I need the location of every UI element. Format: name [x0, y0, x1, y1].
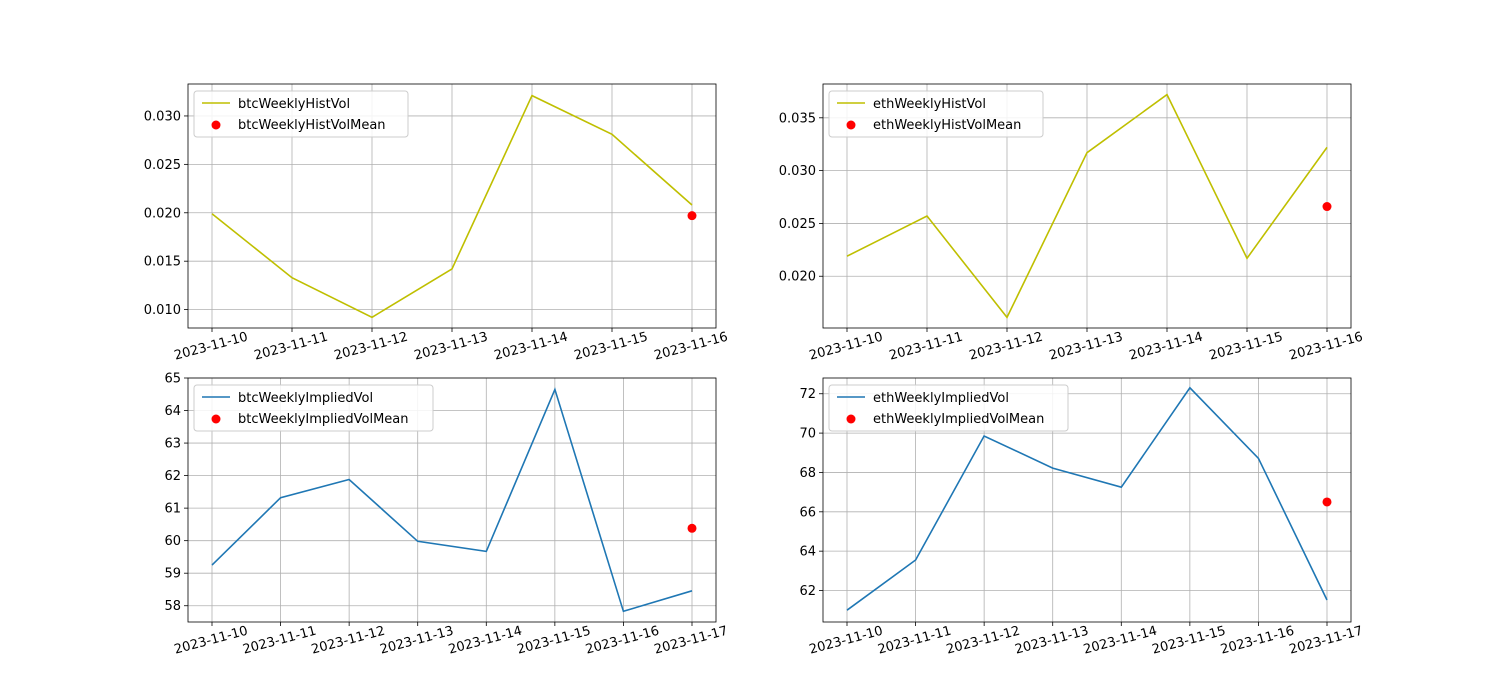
legend-label: btcWeeklyImpliedVol — [238, 391, 373, 406]
x-tick-label: 2023-11-12 — [333, 330, 410, 364]
axes-frame — [822, 83, 1352, 329]
y-tick-label: 58 — [164, 599, 181, 614]
x-tick-label: 2023-11-16 — [653, 330, 730, 364]
legend-box — [828, 384, 1069, 432]
x-tick-label: 2023-11-16 — [584, 624, 661, 658]
series-line-btcWeeklyImpliedVol — [211, 387, 693, 613]
x-tick-label: 2023-11-14 — [493, 330, 570, 364]
y-tick-label: 0.015 — [144, 255, 181, 270]
legend: btcWeeklyImpliedVol btcWeeklyImpliedVolMe… — [193, 384, 434, 432]
y-tick-label: 0.010 — [144, 303, 181, 318]
legend-label: ethWeeklyImpliedVolMean — [873, 412, 1044, 427]
legend-box — [193, 90, 409, 138]
y-tick-label: 70 — [799, 427, 816, 442]
y-tick-label: 0.030 — [779, 164, 816, 179]
legend-dot-swatch — [846, 414, 856, 424]
y-tick-label: 60 — [164, 534, 181, 549]
y-tick-label: 62 — [164, 469, 181, 484]
x-tick-label: 2023-11-15 — [516, 624, 593, 658]
y-tick-label: 68 — [799, 466, 816, 481]
x-tick-label: 2023-11-11 — [253, 330, 330, 364]
y-tick-label: 0.030 — [144, 109, 181, 124]
subplot-1: 2023-11-10 2023-11-11 2023-11-12 2023-11-13… — [144, 83, 730, 364]
legend-label: ethWeeklyHistVol — [873, 97, 986, 112]
x-tick-label: 2023-11-17 — [1288, 624, 1365, 658]
x-tick-label: 2023-11-10 — [808, 330, 885, 364]
mean-point-ethWeeklyHistVolMean — [1322, 202, 1332, 212]
legend-box — [828, 90, 1044, 138]
x-tick-label: 2023-11-10 — [173, 330, 250, 364]
legend: ethWeeklyImpliedVol ethWeeklyImpliedVolMe… — [828, 384, 1069, 432]
x-tick-label: 2023-11-16 — [1219, 624, 1296, 658]
y-tick-label: 62 — [799, 584, 816, 599]
axes-frame — [187, 377, 717, 623]
x-tick-label: 2023-11-12 — [310, 624, 387, 658]
y-tick-label: 64 — [799, 545, 816, 560]
x-tick-label: 2023-11-14 — [1082, 624, 1159, 658]
legend-label: btcWeeklyImpliedVolMean — [238, 412, 409, 427]
legend-label: ethWeeklyHistVolMean — [873, 118, 1021, 133]
axes-frame — [822, 377, 1352, 623]
y-tick-label: 0.020 — [144, 206, 181, 221]
y-tick-label: 0.035 — [779, 111, 816, 126]
legend-dot-swatch — [211, 120, 221, 130]
mean-point-ethWeeklyImpliedVolMean — [1322, 497, 1332, 507]
series-line-btcWeeklyHistVol — [211, 94, 693, 319]
x-tick-label: 2023-11-12 — [945, 624, 1022, 658]
x-tick-label: 2023-11-15 — [1208, 330, 1285, 364]
x-tick-label: 2023-11-14 — [1128, 330, 1205, 364]
y-tick-label: 63 — [164, 437, 181, 452]
x-tick-label: 2023-11-15 — [1151, 624, 1228, 658]
legend-box — [193, 384, 434, 432]
legend: ethWeeklyHistVol ethWeeklyHistVolMean — [828, 90, 1044, 138]
y-tick-label: 66 — [799, 505, 816, 520]
x-tick-label: 2023-11-13 — [1048, 330, 1125, 364]
x-tick-label: 2023-11-13 — [413, 330, 490, 364]
axes-frame — [187, 83, 717, 329]
x-tick-label: 2023-11-10 — [808, 624, 885, 658]
x-tick-label: 2023-11-11 — [241, 624, 318, 658]
x-tick-label: 2023-11-13 — [378, 624, 455, 658]
series-line-ethWeeklyImpliedVol — [846, 386, 1328, 611]
legend-label: ethWeeklyImpliedVol — [873, 391, 1009, 406]
legend-dot-swatch — [846, 120, 856, 130]
x-tick-label: 2023-11-11 — [876, 624, 953, 658]
x-tick-label: 2023-11-15 — [573, 330, 650, 364]
x-tick-label: 2023-11-13 — [1013, 624, 1090, 658]
legend-label: btcWeeklyHistVolMean — [238, 118, 386, 133]
x-tick-label: 2023-11-11 — [888, 330, 965, 364]
y-tick-label: 59 — [164, 567, 181, 582]
legend: btcWeeklyHistVol btcWeeklyHistVolMean — [193, 90, 409, 138]
subplot-2: 2023-11-10 2023-11-11 2023-11-12 2023-11-13… — [779, 83, 1365, 364]
mean-point-btcWeeklyImpliedVolMean — [687, 523, 697, 533]
y-tick-label: 64 — [164, 404, 181, 419]
series-line-ethWeeklyHistVol — [846, 93, 1328, 319]
legend-dot-swatch — [211, 414, 221, 424]
y-tick-label: 72 — [799, 387, 816, 402]
y-tick-label: 61 — [164, 502, 181, 517]
x-tick-label: 2023-11-16 — [1288, 330, 1365, 364]
subplot-3: 2023-11-102023-11-112023-11-122023-11-13… — [164, 372, 729, 658]
y-tick-label: 0.020 — [779, 270, 816, 285]
subplot-4: 2023-11-102023-11-112023-11-122023-11-13… — [799, 377, 1365, 658]
x-tick-label: 2023-11-14 — [447, 624, 524, 658]
x-tick-label: 2023-11-12 — [968, 330, 1045, 364]
legend-label: btcWeeklyHistVol — [238, 97, 350, 112]
mean-point-btcWeeklyHistVolMean — [687, 211, 697, 221]
y-tick-label: 0.025 — [144, 158, 181, 173]
x-tick-label: 2023-11-10 — [173, 624, 250, 658]
y-tick-label: 65 — [164, 372, 181, 387]
y-tick-label: 0.025 — [779, 217, 816, 232]
x-tick-label: 2023-11-17 — [653, 624, 730, 658]
